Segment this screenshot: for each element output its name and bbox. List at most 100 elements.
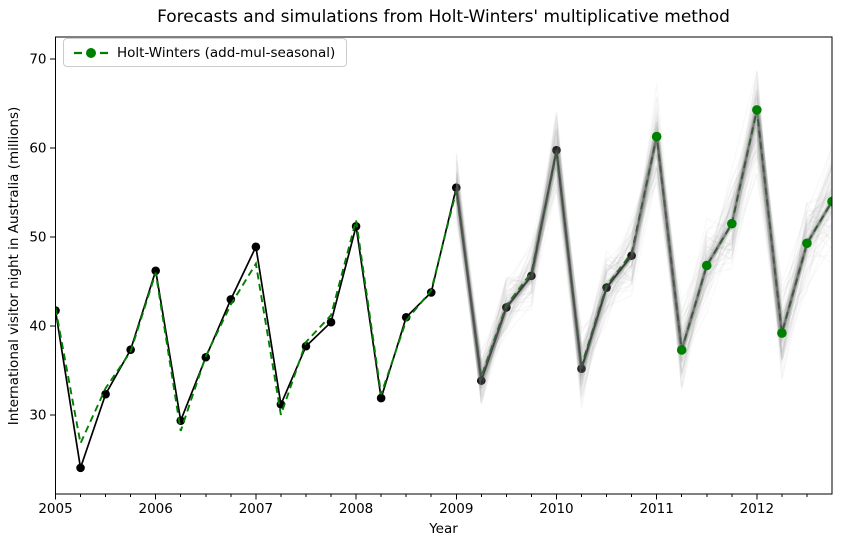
simulation-path <box>455 83 832 396</box>
y-tick-label: 40 <box>29 318 46 334</box>
simulation-path <box>455 123 832 389</box>
forecast-marker <box>802 238 812 249</box>
simulation-path <box>455 123 832 390</box>
forecast-marker <box>701 260 712 271</box>
simulation-core-band <box>454 109 832 381</box>
fitted-forecast-line <box>55 109 832 447</box>
y-tick-label: 70 <box>29 52 46 68</box>
observed-marker <box>527 271 536 281</box>
simulation-core-band <box>453 109 832 382</box>
legend: Holt-Winters (add-mul-seasonal) <box>63 38 348 67</box>
simulation-path <box>455 129 832 389</box>
observed-marker <box>451 183 461 192</box>
simulation-path <box>455 122 832 384</box>
simulation-path <box>455 116 832 372</box>
y-tick-label: 50 <box>29 230 46 246</box>
simulation-path <box>455 100 832 398</box>
simulation-path <box>455 111 832 363</box>
simulation-path <box>455 80 832 398</box>
simulation-path <box>455 96 832 373</box>
observed-marker <box>477 376 486 385</box>
x-tick-label: 2005 <box>38 501 72 517</box>
simulation-path <box>455 114 832 391</box>
forecast-marker <box>676 345 687 355</box>
y-tick-label: 30 <box>29 407 46 423</box>
simulation-core-band <box>455 109 832 381</box>
simulation-path <box>455 123 832 379</box>
legend-line-marker-icon <box>74 47 108 58</box>
observed-marker <box>577 364 586 374</box>
simulation-path <box>455 107 832 375</box>
simulation-path <box>455 141 832 380</box>
simulation-path <box>455 92 832 393</box>
simulation-path <box>455 122 832 390</box>
simulation-path <box>455 94 832 404</box>
simulation-path <box>455 112 832 400</box>
simulation-path <box>455 131 832 397</box>
simulation-path <box>455 87 832 381</box>
observed-marker <box>251 242 261 252</box>
legend-label: Holt-Winters (add-mul-seasonal) <box>117 44 336 61</box>
observed-marker <box>201 352 211 362</box>
simulation-path <box>455 129 832 374</box>
simulation-path <box>455 94 832 369</box>
simulation-path <box>455 127 832 402</box>
simulation-path <box>455 131 832 383</box>
x-tick-label: 2012 <box>740 501 774 517</box>
simulation-path <box>455 81 832 393</box>
observed-marker <box>426 288 436 297</box>
simulation-path <box>455 126 832 389</box>
simulation-path <box>455 111 832 378</box>
simulation-path <box>455 130 832 380</box>
x-tick-label: 2007 <box>239 501 273 517</box>
simulation-path <box>455 128 832 377</box>
forecast-marker <box>651 131 662 142</box>
simulation-path <box>455 134 832 397</box>
simulation-path <box>455 127 832 369</box>
simulation-path <box>455 111 832 405</box>
observed-marker <box>151 266 160 276</box>
simulation-path <box>455 116 832 399</box>
simulation-path <box>455 102 832 386</box>
x-tick-label: 2006 <box>139 501 173 517</box>
forecast-marker <box>777 328 787 338</box>
y-tick-label: 60 <box>29 141 46 157</box>
x-tick-label: 2011 <box>639 501 673 517</box>
simulation-path <box>455 97 832 381</box>
observed-marker <box>76 463 85 473</box>
simulation-path <box>455 131 832 392</box>
observed-marker <box>101 389 110 399</box>
simulation-path <box>455 134 832 405</box>
simulation-path <box>455 76 832 383</box>
forecast-marker <box>727 218 737 229</box>
simulation-path <box>455 126 832 402</box>
simulation-path <box>455 88 832 377</box>
observed-marker <box>552 145 561 155</box>
simulation-path <box>455 119 832 396</box>
forecast-marker <box>752 105 762 115</box>
observed-marker <box>627 251 636 260</box>
simulation-path <box>455 90 832 377</box>
x-tick-label: 2009 <box>439 501 473 517</box>
chart-title: Forecasts and simulations from Holt-Wint… <box>157 7 730 27</box>
simulation-path <box>455 107 832 378</box>
observed-marker <box>376 393 386 403</box>
x-axis-label: Year <box>429 521 458 537</box>
x-tick-label: 2008 <box>339 501 373 517</box>
simulation-path <box>455 120 832 398</box>
simulation-path <box>455 71 832 402</box>
plot-border <box>55 36 833 495</box>
simulation-paths <box>455 70 832 410</box>
observed-marker <box>301 341 311 351</box>
simulation-path <box>455 134 832 388</box>
simulation-path <box>455 118 832 378</box>
simulation-path <box>455 167 832 389</box>
simulation-path <box>455 90 832 387</box>
y-axis-label: International visitor night in Australia… <box>6 106 22 426</box>
x-tick-label: 2010 <box>539 501 573 517</box>
simulation-path <box>455 155 832 375</box>
simulation-path <box>455 123 832 389</box>
simulation-path <box>455 96 832 385</box>
